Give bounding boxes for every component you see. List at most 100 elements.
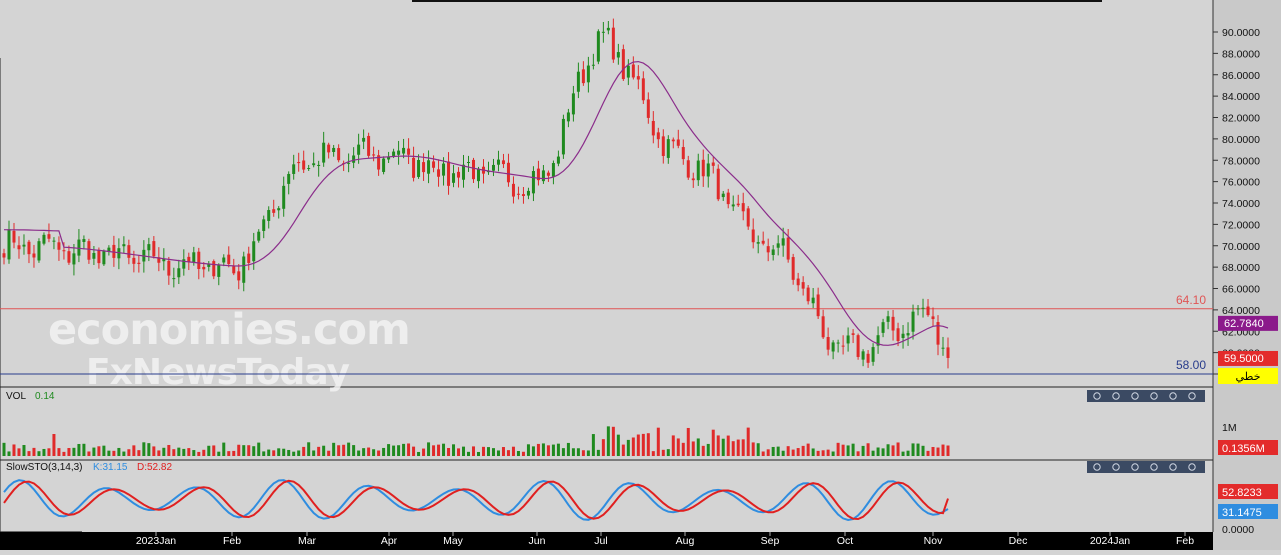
price-tick-label: 70.0000 [1222, 241, 1260, 253]
volume-bar-up [476, 451, 480, 456]
candle-down [227, 254, 231, 265]
move-down-icon[interactable] [1150, 392, 1158, 400]
price-tick-label: 84.0000 [1222, 91, 1260, 103]
volume-bar-up [357, 450, 361, 456]
volume-bar-down [432, 445, 436, 456]
volume-bar-down [317, 446, 321, 456]
volume-bar-up [207, 445, 211, 456]
volume-bar-up [921, 445, 925, 456]
volume-bar-down [247, 445, 251, 456]
settings-icon[interactable] [1169, 463, 1177, 471]
candle-up [22, 244, 26, 247]
candle-up [347, 162, 351, 164]
candle-up [616, 52, 620, 58]
candle-up [287, 173, 291, 184]
more-icon[interactable] [1188, 463, 1196, 471]
candle-down [796, 278, 800, 286]
volume-bar-up [846, 445, 850, 456]
volume-bar-up [486, 447, 490, 456]
candle-up [387, 156, 391, 160]
volume-bar-down [661, 449, 665, 456]
candle-down [511, 183, 515, 197]
candle-down [891, 316, 895, 331]
move-down-icon[interactable] [1150, 463, 1158, 471]
volume-bar-down [137, 450, 141, 456]
volume-bar-up [771, 446, 775, 456]
volume-bar-down [12, 444, 16, 456]
volume-bar-up [871, 450, 875, 456]
level-label: 58.00 [1176, 358, 1206, 372]
time-axis-corner [0, 514, 82, 532]
volume-bar-up [586, 450, 590, 456]
volume-bar-up [77, 443, 81, 456]
volume-bar-down [656, 427, 660, 456]
candle-up [811, 297, 815, 304]
volume-bar-up [267, 449, 271, 456]
pane-toolbar [1087, 461, 1205, 473]
candle-down [132, 257, 136, 264]
candle-down [536, 168, 540, 181]
price-tick-label: 80.0000 [1222, 134, 1260, 146]
maximize-icon[interactable] [1112, 392, 1120, 400]
settings-icon[interactable] [1169, 392, 1177, 400]
price-tick-label: 68.0000 [1222, 262, 1260, 274]
candle-down [736, 203, 740, 206]
candle-down [691, 178, 695, 181]
volume-bar-up [107, 450, 111, 456]
volume-bar-down [826, 449, 830, 456]
volume-bar-down [746, 427, 750, 456]
price-tick-label: 88.0000 [1222, 48, 1260, 60]
volume-bar-down [157, 450, 161, 456]
candle-up [486, 171, 490, 173]
volume-bar-up [347, 442, 351, 456]
volume-bar-up [721, 438, 725, 456]
volume-bar-down [896, 442, 900, 456]
candle-down [422, 162, 426, 173]
candle-up [427, 160, 431, 174]
volume-bar-up [427, 442, 431, 456]
volume-bar-down [716, 435, 720, 456]
candle-up [731, 204, 735, 207]
volume-bar-up [242, 445, 246, 456]
time-tick-label: 2023Jan [136, 535, 176, 547]
volume-bar-down [766, 449, 770, 456]
volume-bar-down [202, 449, 206, 456]
volume-bar-up [252, 446, 256, 456]
candle-up [911, 311, 915, 332]
price-tag-label: 59.5000 [1224, 353, 1264, 365]
stochastic-tick-label: 0.0000 [1222, 524, 1254, 536]
candle-down [821, 316, 825, 338]
candle-up [382, 158, 386, 172]
candle-up [706, 163, 710, 177]
candle-down [866, 353, 870, 363]
candle-up [282, 185, 286, 209]
move-up-icon[interactable] [1131, 463, 1139, 471]
volume-bar-up [102, 445, 106, 456]
volume-tick-label: 1M [1222, 422, 1237, 434]
volume-bar-down [801, 445, 805, 456]
volume-bar-up [462, 446, 466, 456]
volume-bar-down [751, 442, 755, 456]
close-icon[interactable] [1093, 463, 1101, 471]
move-up-icon[interactable] [1131, 392, 1139, 400]
volume-bar-down [611, 426, 615, 456]
price-tag [1218, 315, 1278, 331]
candle-down [57, 242, 61, 250]
volume-bar-up [571, 448, 575, 456]
volume-bar-up [42, 448, 46, 456]
candle-down [741, 203, 745, 212]
moving-average-line [3, 60, 949, 346]
volume-bar-up [7, 451, 11, 456]
volume-bar-down [836, 442, 840, 456]
volume-bar-up [37, 451, 41, 456]
volume-bar-up [382, 447, 386, 456]
close-icon[interactable] [1093, 392, 1101, 400]
volume-bar-up [352, 445, 356, 456]
candle-up [541, 170, 545, 182]
maximize-icon[interactable] [1112, 463, 1120, 471]
volume-bar-down [601, 439, 605, 456]
more-icon[interactable] [1188, 392, 1196, 400]
candle-up [322, 142, 326, 163]
candle-up [147, 244, 151, 251]
candle-down [187, 256, 191, 262]
